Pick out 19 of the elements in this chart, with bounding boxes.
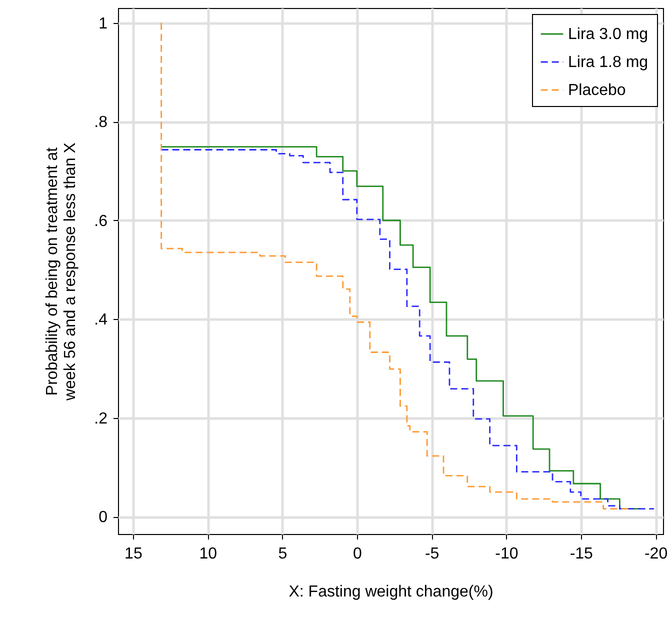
y-tick-label: .8 [94,114,108,132]
legend-label: Placebo [568,82,626,99]
x-tick-label: -5 [424,546,440,562]
y-axis-title: Probability of being on treatment at week 56 and a response less than X [44,142,80,402]
y-tick-label: 1 [98,15,108,32]
x-axis-title: X: Fasting weight change(%) [288,584,494,600]
x-tick-label: 15 [124,546,142,562]
x-tick-label: 5 [278,546,288,562]
legend-label: Lira 1.8 mg [568,54,648,71]
legend-label: Lira 3.0 mg [568,26,648,43]
y-tick-label: 0 [98,509,108,526]
y-tick-label: .4 [94,312,108,329]
x-tick-label: 10 [199,546,218,562]
x-tick-label: 0 [352,546,362,562]
x-tick-label: -15 [570,546,594,562]
x-tick-label: -10 [495,546,518,562]
x-tick-label: -20 [644,546,668,562]
y-tick-label: .2 [94,410,108,428]
y-tick-label: .6 [94,212,108,230]
